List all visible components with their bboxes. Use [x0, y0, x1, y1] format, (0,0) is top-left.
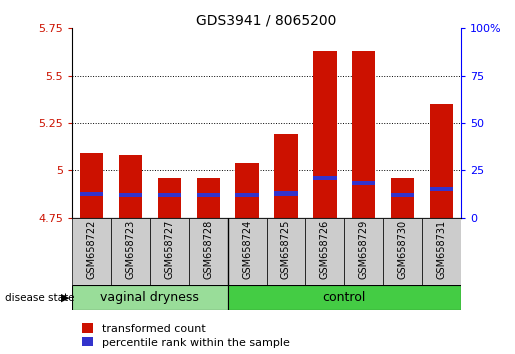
Legend: transformed count, percentile rank within the sample: transformed count, percentile rank withi…: [78, 319, 295, 352]
Bar: [72, 285, 228, 310]
Text: GSM658722: GSM658722: [87, 220, 96, 279]
Bar: [197, 178, 220, 218]
Bar: [228, 285, 461, 310]
Bar: [352, 51, 375, 218]
Title: GDS3941 / 8065200: GDS3941 / 8065200: [196, 13, 337, 27]
Bar: [267, 218, 305, 285]
Text: GSM658730: GSM658730: [398, 220, 407, 279]
Text: GSM658724: GSM658724: [242, 220, 252, 279]
Bar: [430, 104, 453, 218]
Bar: [383, 218, 422, 285]
Bar: [391, 178, 414, 218]
Text: GSM658726: GSM658726: [320, 220, 330, 279]
Bar: [228, 218, 267, 285]
Text: GSM658728: GSM658728: [203, 220, 213, 279]
Bar: [344, 218, 383, 285]
Bar: [313, 51, 336, 218]
Bar: [313, 176, 336, 180]
Bar: [119, 193, 142, 197]
Text: disease state: disease state: [5, 293, 75, 303]
Bar: [72, 218, 111, 285]
Bar: [150, 218, 188, 285]
Bar: [111, 218, 150, 285]
Text: ▶: ▶: [61, 293, 70, 303]
Bar: [235, 193, 259, 197]
Bar: [391, 193, 414, 198]
Text: control: control: [322, 291, 366, 304]
Bar: [119, 155, 142, 218]
Bar: [235, 163, 259, 218]
Bar: [158, 193, 181, 198]
Text: GSM658727: GSM658727: [164, 220, 174, 279]
Text: GSM658731: GSM658731: [437, 220, 447, 279]
Bar: [197, 193, 220, 198]
Bar: [305, 218, 344, 285]
Bar: [158, 178, 181, 218]
Text: vaginal dryness: vaginal dryness: [100, 291, 199, 304]
Bar: [430, 187, 453, 192]
Bar: [80, 153, 103, 218]
Bar: [274, 192, 298, 195]
Bar: [422, 218, 461, 285]
Bar: [274, 135, 298, 218]
Text: GSM658729: GSM658729: [359, 220, 369, 279]
Bar: [80, 192, 103, 196]
Bar: [188, 218, 228, 285]
Text: GSM658725: GSM658725: [281, 220, 291, 279]
Bar: [352, 181, 375, 185]
Text: GSM658723: GSM658723: [126, 220, 135, 279]
